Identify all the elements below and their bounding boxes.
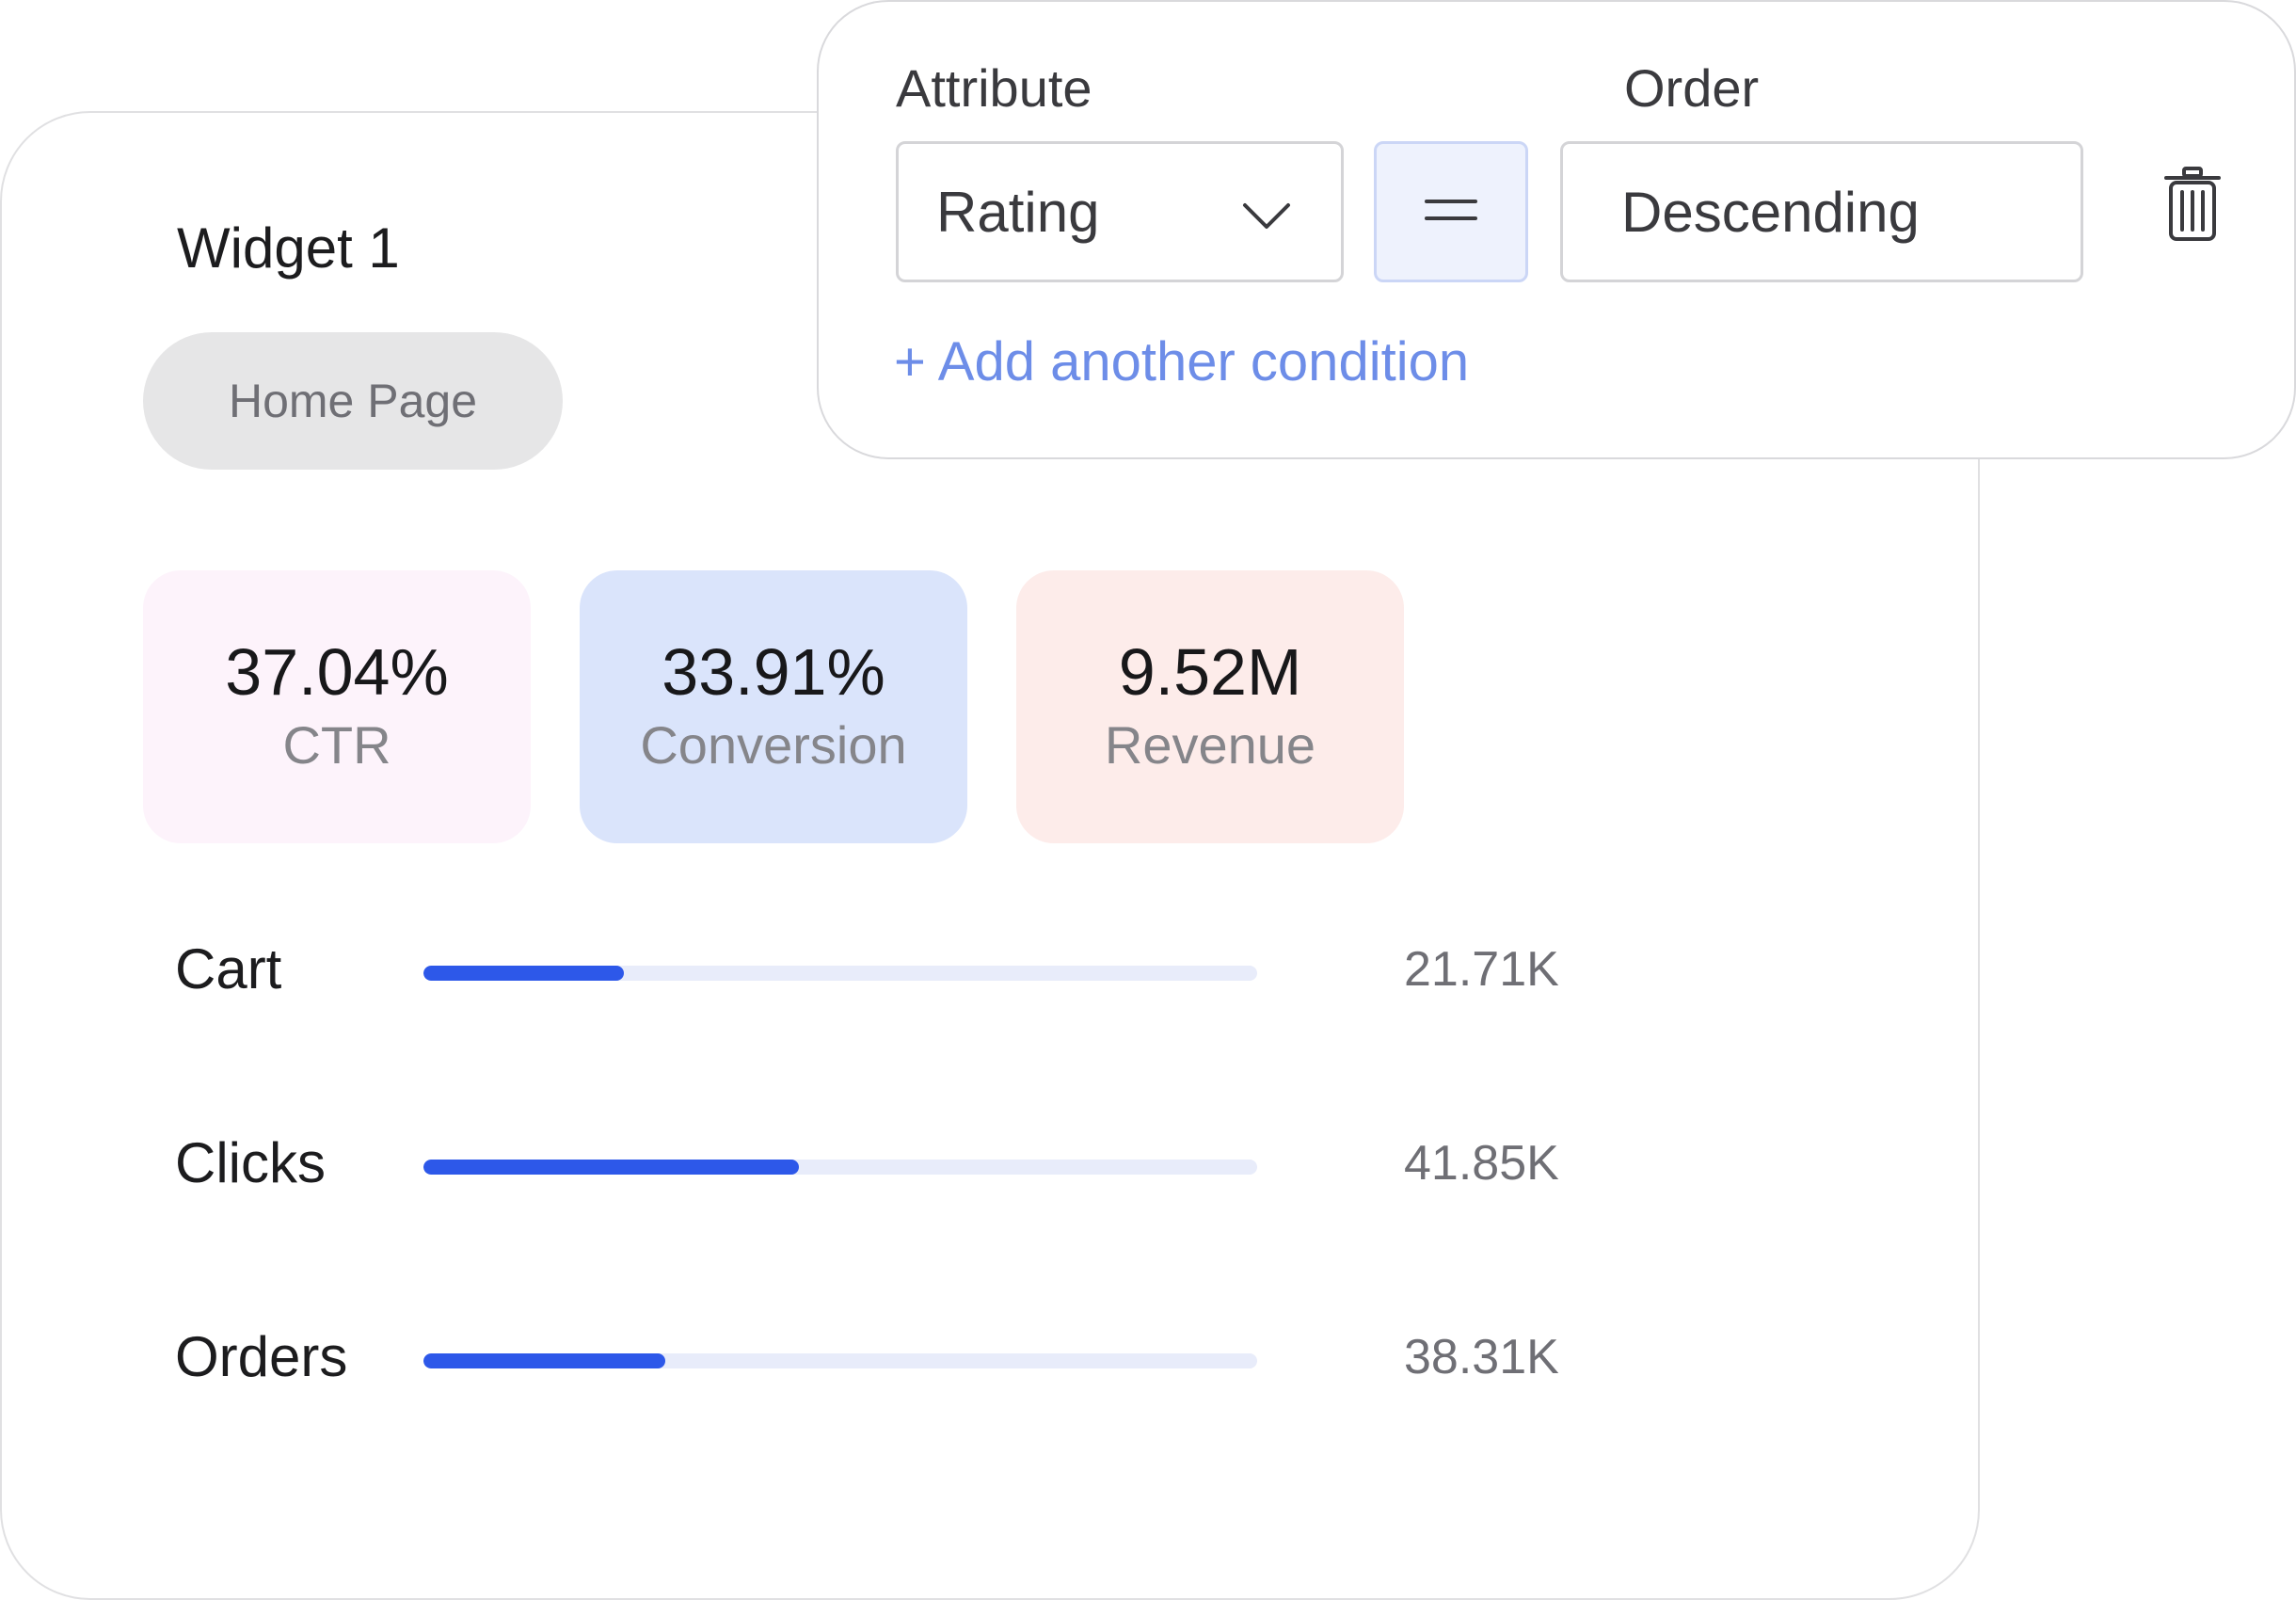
bar-value: 38.31K bbox=[1404, 1330, 1559, 1384]
bar-label: Cart bbox=[175, 937, 282, 1000]
metric-revenue: 9.52M Revenue bbox=[1016, 570, 1404, 843]
bar-track bbox=[423, 1160, 1257, 1175]
bar-label: Orders bbox=[175, 1325, 348, 1388]
metric-label: Revenue bbox=[1104, 714, 1316, 775]
attribute-header: Attribute bbox=[896, 58, 1092, 118]
add-condition-link[interactable]: + Add another condition bbox=[894, 331, 1470, 392]
order-field-value: Descending bbox=[1621, 180, 1920, 244]
bar-value: 21.71K bbox=[1404, 942, 1559, 997]
bar-track bbox=[423, 966, 1257, 981]
metric-label: CTR bbox=[282, 714, 391, 775]
bar-track bbox=[423, 1353, 1257, 1368]
bar-list: Cart 21.71K Clicks 41.85K Orders 38.31K bbox=[175, 941, 1586, 1523]
bar-fill bbox=[423, 1160, 799, 1175]
metric-value: 9.52M bbox=[1118, 634, 1302, 709]
bar-value: 41.85K bbox=[1404, 1136, 1559, 1191]
equals-icon bbox=[1425, 197, 1477, 228]
condition-panel: Attribute Order Rating Descending bbox=[817, 0, 2296, 459]
chevron-down-icon bbox=[1241, 180, 1292, 245]
bar-row-orders: Orders 38.31K bbox=[175, 1329, 1586, 1523]
metric-conversion: 33.91% Conversion bbox=[580, 570, 967, 843]
trash-icon bbox=[2163, 166, 2222, 248]
metric-value: 37.04% bbox=[225, 634, 449, 709]
metric-value: 33.91% bbox=[662, 634, 885, 709]
operator-button[interactable] bbox=[1374, 141, 1528, 282]
metric-ctr: 37.04% CTR bbox=[143, 570, 531, 843]
attribute-select[interactable]: Rating bbox=[896, 141, 1344, 282]
bar-fill bbox=[423, 966, 624, 981]
page-tag[interactable]: Home Page bbox=[143, 332, 563, 470]
attribute-select-value: Rating bbox=[936, 180, 1100, 244]
widget-title: Widget 1 bbox=[177, 216, 400, 280]
bar-row-cart: Cart 21.71K bbox=[175, 941, 1586, 1135]
bar-fill bbox=[423, 1353, 665, 1368]
bar-row-clicks: Clicks 41.85K bbox=[175, 1135, 1586, 1329]
order-field[interactable]: Descending bbox=[1560, 141, 2083, 282]
metric-label: Conversion bbox=[640, 714, 907, 775]
metrics-row: 37.04% CTR 33.91% Conversion 9.52M Reven… bbox=[143, 570, 1404, 843]
order-header: Order bbox=[1624, 58, 1760, 118]
delete-condition-button[interactable] bbox=[2157, 166, 2228, 247]
bar-label: Clicks bbox=[175, 1131, 326, 1194]
